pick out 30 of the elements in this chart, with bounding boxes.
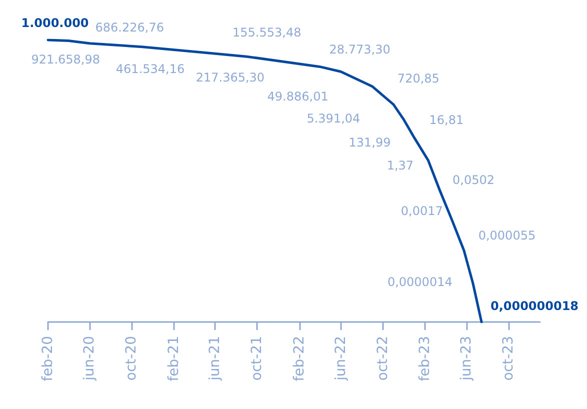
x-tick-label: feb-23 (417, 336, 434, 382)
data-label: 0,000000018 (490, 299, 579, 313)
data-label: 5.391,04 (306, 112, 360, 126)
data-label: 921.658,98 (31, 52, 100, 67)
data-label: 131,99 (348, 136, 391, 150)
x-tick-label: jun-20 (82, 336, 98, 382)
data-label: 28.773,30 (329, 42, 390, 57)
x-tick-label: oct-20 (124, 336, 140, 381)
x-tick-label: jun-21 (207, 336, 224, 382)
data-label: 155.553,48 (232, 26, 302, 40)
x-tick-label: feb-22 (292, 336, 308, 382)
data-label: 49.886,01 (267, 90, 328, 104)
x-tick-label: oct-21 (249, 336, 266, 381)
data-label: 0,000055 (478, 228, 536, 242)
data-label: 1.000.000 (21, 16, 89, 30)
x-tick-label: jun-23 (458, 336, 474, 382)
data-label: 217.365,30 (196, 70, 265, 85)
x-tick-label: oct-23 (500, 336, 516, 381)
x-tick-label: jun-22 (332, 336, 349, 382)
data-label: 16,81 (429, 112, 464, 127)
x-tick-label: feb-20 (40, 336, 56, 382)
x-tick-label: oct-22 (374, 336, 391, 381)
data-label: 0,0502 (452, 172, 495, 187)
x-tick-label: feb-21 (166, 336, 182, 382)
data-label: 0,0000014 (387, 275, 452, 290)
data-label: 686.226,76 (95, 20, 164, 34)
data-label: 0,0017 (400, 204, 443, 218)
data-label: 1,37 (386, 158, 414, 172)
data-label: 461.534,16 (116, 62, 185, 76)
data-label: 720,85 (397, 71, 440, 86)
